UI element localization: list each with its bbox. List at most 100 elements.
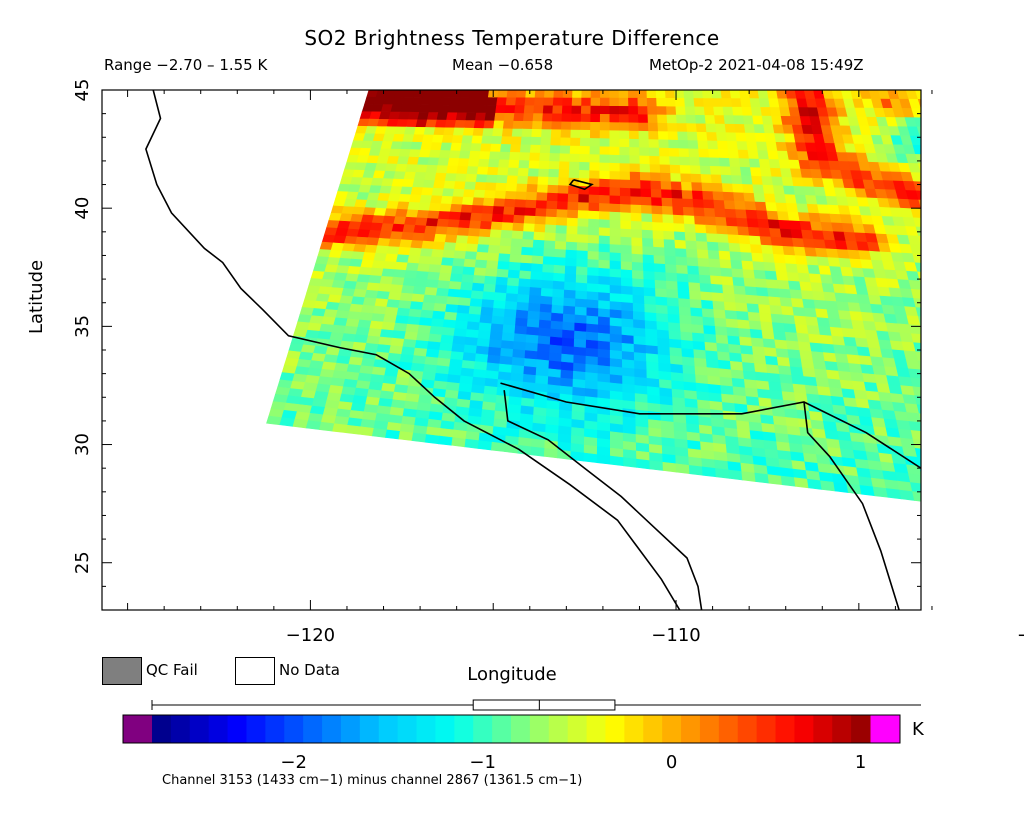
satellite-time-text: MetOp-2 2021-04-08 15:49Z [649,56,864,74]
swath-cell [739,90,751,99]
swath-cell [706,367,721,378]
swath-cell [414,278,428,288]
swath-cell [454,120,467,129]
coastline-segment [568,179,594,191]
swath-cell [389,186,403,195]
swath-cell [477,97,489,106]
swath-cell [753,193,766,203]
swath-cell [749,235,762,246]
swath-cell [618,90,629,99]
swath-cell [354,281,369,291]
swath-cell [839,318,854,330]
swath-cell [599,154,611,164]
swath-cell [967,329,981,339]
swath-cell [964,400,979,410]
colorbar-segment [303,715,323,743]
swath-cell [650,188,663,199]
swath-cell [932,415,947,425]
swath-cell [517,286,531,296]
swath-cell [633,343,647,354]
swath-cell [416,332,431,342]
swath-cell [929,406,944,416]
swath-cell [572,90,583,99]
swath-cell [683,215,696,225]
swath-cell [562,97,573,107]
swath-cell [619,122,630,132]
swath-cell [930,459,945,469]
swath-cell [409,194,422,204]
swath-cell [623,457,638,468]
swath-cell [319,421,335,432]
swath-cell [674,98,686,108]
swath-cell [418,202,431,212]
swath-cell [504,190,517,200]
swath-cell [598,211,611,221]
swath-cell [377,283,392,293]
swath-cell [530,446,545,457]
swath-cell [556,201,569,211]
swath-cell [690,173,703,184]
swath-cell [799,350,814,361]
swath-cell [570,121,582,131]
swath-cell [401,179,415,188]
swath-cell [619,187,632,198]
swath-cell [387,193,401,203]
swath-cell [956,256,970,266]
swath-cell [360,357,376,368]
swath-cell [408,247,423,257]
swath-cell [734,200,747,211]
swath-cell [788,357,803,369]
x-tick-label: −120 [286,625,335,646]
swath-cell [538,319,552,330]
swath-cell [931,173,944,183]
swath-cell [668,330,682,341]
swath-cell [742,362,756,373]
swath-cell [925,388,939,398]
swath-cell [806,393,821,405]
swath-cell [752,354,767,365]
swath-cell [578,194,590,204]
swath-cell [716,342,730,354]
swath-cell [939,354,953,364]
swath-cell [478,90,490,98]
swath-cell [741,106,753,117]
swath-cell [529,279,543,289]
swath-cell [677,281,690,292]
swath-cell [439,264,453,275]
swath-cell [442,249,456,259]
swath-cell [413,126,426,136]
swath-cell [818,325,833,337]
swath-cell [439,97,452,106]
swath-cell [429,256,444,266]
swath-cell [667,305,680,316]
swath-cell [959,302,973,312]
swath-cell [746,218,760,229]
swath-cell [710,174,723,184]
swath-cell [809,342,824,353]
swath-cell [702,199,715,210]
swath-cell [467,97,480,106]
swath-cell [430,318,445,328]
swath-cell [817,386,832,397]
swath-cell [1003,413,1018,424]
swath-cell [951,274,965,284]
swath-cell [487,346,502,357]
swath-cell [404,216,418,226]
swath-cell [702,98,714,108]
swath-cell [343,235,358,245]
swath-cell [599,186,611,197]
swath-cell [539,152,551,162]
swath-cell [1012,486,1024,497]
swath-cell [775,271,789,282]
swath-cell [543,448,559,459]
swath-cell [713,309,727,320]
swath-cell [695,123,708,133]
swath-cell [761,115,774,126]
swath-cell [420,309,435,320]
swath-cell [525,90,536,99]
swath-cell [763,193,777,204]
colorbar-segment [378,715,399,743]
swath-cell [506,277,520,287]
colorbar-tick-label: 0 [666,752,677,773]
swath-cell [505,97,517,106]
